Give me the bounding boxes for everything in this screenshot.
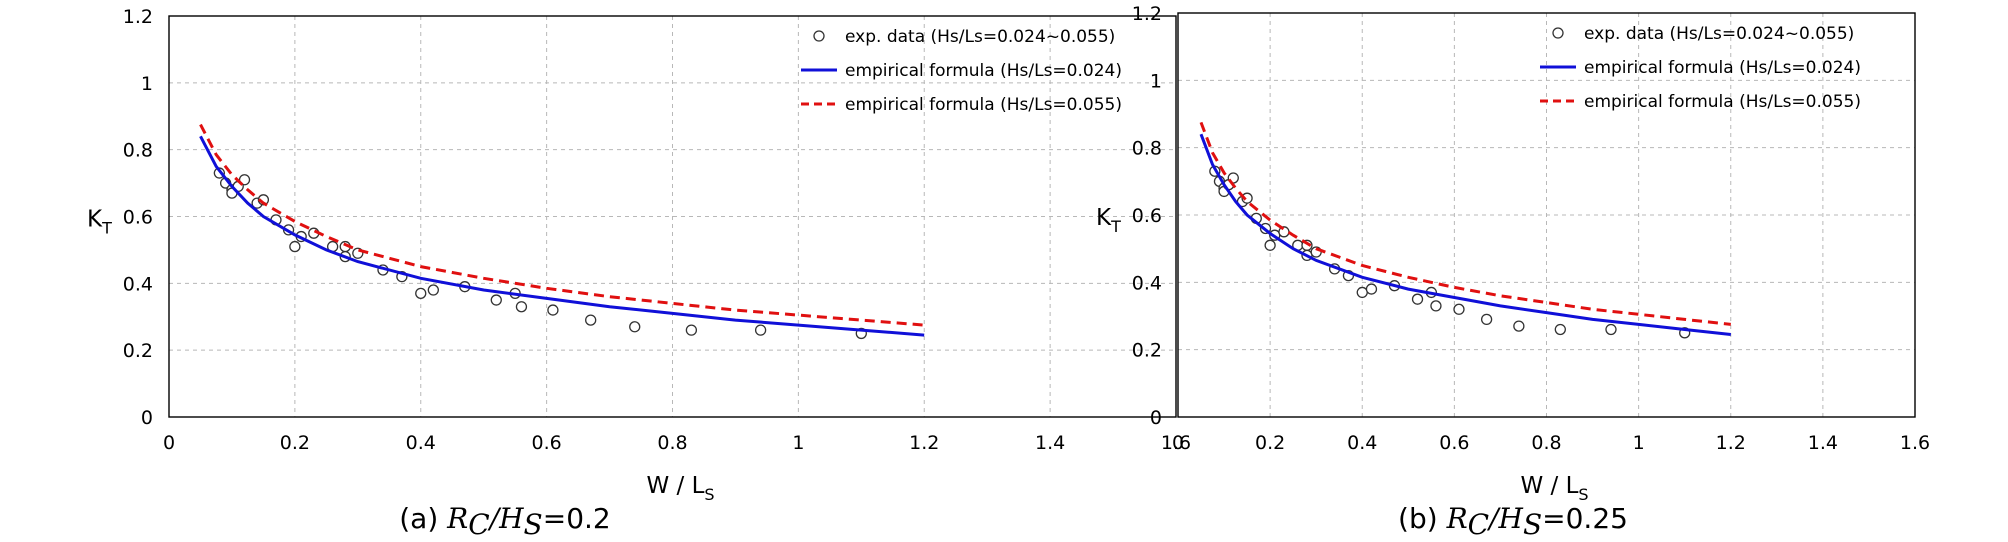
y-tick-label: 0.6 — [123, 207, 153, 229]
data-point — [1365, 283, 1378, 295]
y-tick-label: 1 — [141, 73, 153, 95]
plot-frame — [168, 15, 1177, 418]
series-line-hs-ls-0-024 — [199, 135, 925, 337]
data-point — [289, 240, 301, 253]
figure-caption: (a) RC/HS=0.2 — [399, 502, 610, 541]
y-tick-label: 0.8 — [123, 140, 153, 162]
x-tick-label: 1.2 — [1716, 432, 1746, 454]
x-tick-label: 1.4 — [1035, 432, 1065, 454]
data-point — [1453, 303, 1465, 315]
data-point — [754, 324, 767, 336]
x-tick-label: 1 — [1633, 432, 1645, 454]
data-point — [427, 284, 439, 296]
legend-marker — [813, 30, 825, 42]
y-tick-label: 1.2 — [1132, 3, 1162, 25]
x-tick-label: 0.2 — [280, 432, 310, 454]
data-point — [1264, 239, 1276, 251]
y-tick-label: 1 — [1150, 70, 1162, 92]
data-point — [515, 301, 528, 313]
legend-label: empirical formula (Hs/Ls=0.024) — [845, 61, 1122, 81]
figure-caption: (b) RC/HS=0.25 — [1398, 502, 1628, 541]
x-tick-label: 0 — [163, 432, 175, 454]
data-point — [1554, 323, 1566, 336]
x-tick-label: 0.6 — [1439, 432, 1469, 454]
y-tick-label: 0.2 — [123, 340, 153, 362]
x-tick-label: 0.8 — [1531, 432, 1561, 454]
data-point — [547, 304, 559, 316]
data-point — [685, 324, 698, 336]
data-point — [1411, 293, 1424, 305]
data-point — [238, 174, 251, 186]
plot-frame — [1177, 12, 1916, 418]
legend-label: empirical formula (Hs/Ls=0.024) — [1584, 58, 1861, 78]
y-tick-label: 0 — [1150, 407, 1162, 429]
x-tick-label: 0.4 — [1347, 432, 1377, 454]
x-tick-label: 1.6 — [1161, 432, 1191, 454]
series-line-hs-ls-0-024 — [1199, 133, 1731, 336]
x-tick-label: 0 — [1172, 432, 1184, 454]
legend-label: empirical formula (Hs/Ls=0.055) — [845, 95, 1122, 115]
chart-panel-b: 0 0.2 0.4 0.6 0.8 1 1.2 1.4 1.600.20.40.60.811.2… — [1096, 3, 1930, 541]
data-point — [1430, 300, 1442, 312]
y-tick-label: 1.2 — [123, 6, 153, 28]
data-point — [1605, 323, 1617, 336]
x-tick-label: 1 — [792, 432, 804, 454]
x-tick-label: 0.2 — [1255, 432, 1285, 454]
legend-label: empirical formula (Hs/Ls=0.055) — [1584, 92, 1861, 112]
x-axis-label: W / LS — [646, 473, 714, 504]
data-point — [1513, 320, 1525, 332]
y-tick-label: 0.8 — [1132, 138, 1162, 160]
y-tick-label: 0.6 — [1132, 205, 1162, 227]
data-point — [1241, 192, 1253, 204]
data-point — [415, 287, 427, 300]
x-tick-label: 1.2 — [909, 432, 939, 454]
data-point — [1356, 286, 1368, 299]
x-tick-label: 0.6 — [532, 432, 562, 454]
x-axis-label: W / LS — [1520, 473, 1588, 504]
chart-panel-a: 0 0.2 0.4 0.6 0.8 1 1.2 1.4 1.600.20.40.60.811.2… — [87, 6, 1191, 541]
series-line-hs-ls-0-055 — [199, 123, 925, 327]
y-axis-label: KT — [1096, 205, 1121, 236]
data-point — [629, 321, 641, 333]
y-tick-label: 0 — [141, 407, 153, 429]
legend-marker — [1552, 27, 1564, 39]
y-tick-label: 0.2 — [1132, 340, 1162, 362]
data-point — [1480, 313, 1493, 326]
series-line-hs-ls-0-055 — [1199, 121, 1731, 326]
y-tick-label: 0.4 — [1132, 272, 1162, 294]
legend-label: exp. data (Hs/Ls=0.024~0.055) — [1584, 24, 1854, 44]
y-tick-label: 0.4 — [123, 273, 153, 295]
x-tick-label: 0.4 — [406, 432, 436, 454]
y-axis-label: KT — [87, 207, 112, 238]
x-tick-label: 0.8 — [657, 432, 687, 454]
data-point — [585, 314, 597, 326]
x-tick-label: 1.4 — [1808, 432, 1838, 454]
x-tick-label: 1.6 — [1900, 432, 1930, 454]
legend-label: exp. data (Hs/Ls=0.024~0.055) — [845, 27, 1115, 47]
data-point — [490, 294, 502, 306]
